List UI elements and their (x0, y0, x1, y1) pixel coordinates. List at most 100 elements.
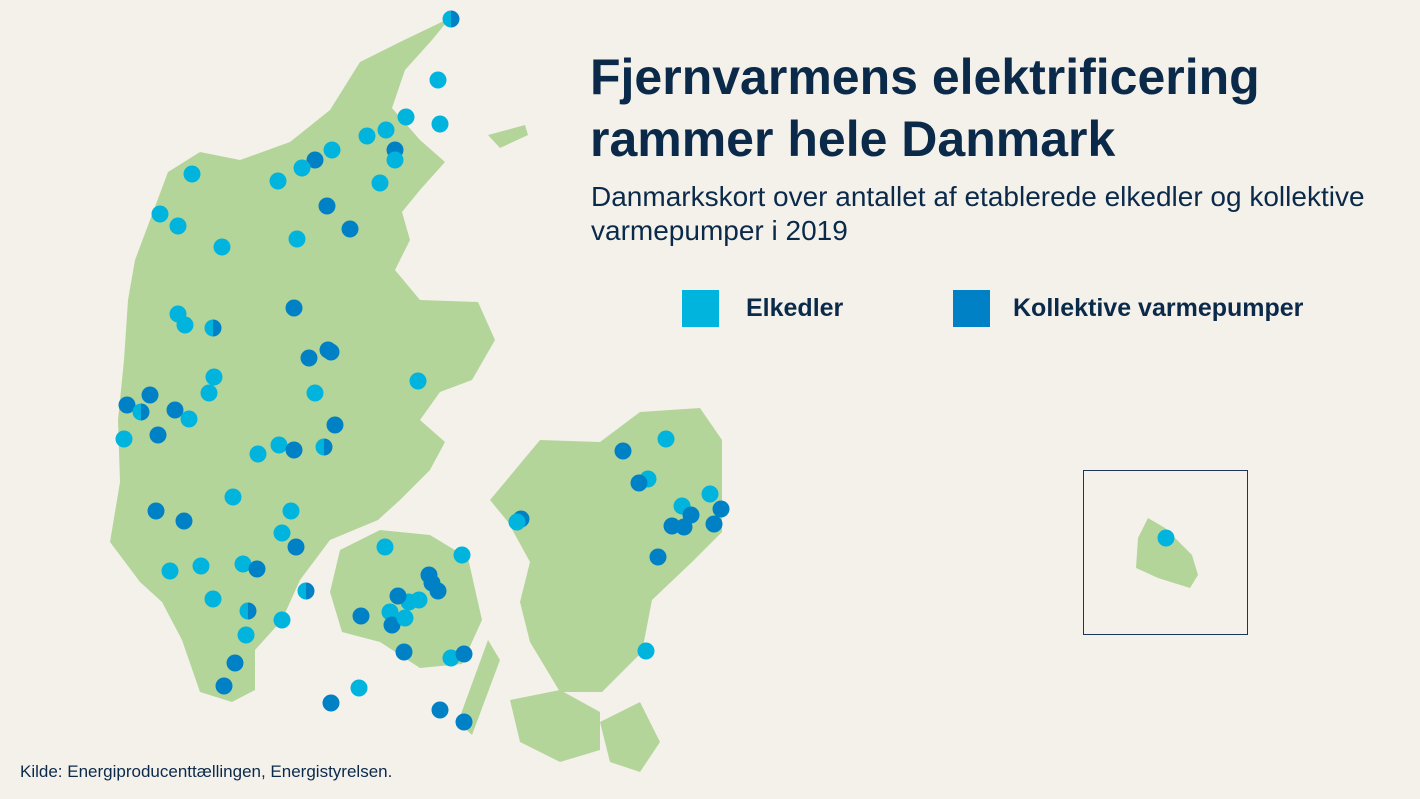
bornholm-inset-frame (1083, 470, 1248, 635)
marker-elkedel (701, 485, 719, 503)
marker-elkedel (249, 445, 267, 463)
marker-elkedel (183, 165, 201, 183)
marker-elkedel (234, 555, 252, 573)
marker-elkedel (350, 679, 368, 697)
marker-varmepumpe (389, 587, 407, 605)
marker-varmepumpe (675, 518, 693, 536)
marker-elkedel (377, 121, 395, 139)
marker-elkedel (180, 410, 198, 428)
marker-varmepumpe (118, 396, 136, 414)
marker-varmepumpe (322, 694, 340, 712)
marker-elkedel (270, 436, 288, 454)
marker-elkedel (1157, 529, 1175, 547)
marker-varmepumpe (287, 538, 305, 556)
marker-elkedel (213, 238, 231, 256)
bornholm (1136, 518, 1198, 588)
legend-label: Elkedler (746, 294, 844, 322)
lolland (510, 690, 600, 762)
marker-varmepumpe (149, 426, 167, 444)
marker-elkedel (431, 115, 449, 133)
marker-varmepumpe (455, 713, 473, 731)
marker-varmepumpe (285, 299, 303, 317)
marker-varmepumpe (341, 220, 359, 238)
marker-elkedel (151, 205, 169, 223)
marker-elkedel (371, 174, 389, 192)
marker-elkedel (192, 557, 210, 575)
marker-both (204, 319, 222, 337)
marker-elkedel (386, 151, 404, 169)
marker-varmepumpe (649, 548, 667, 566)
marker-elkedel (323, 141, 341, 159)
marker-varmepumpe (429, 582, 447, 600)
falster (600, 702, 660, 772)
marker-elkedel (376, 538, 394, 556)
legend-label: Kollektive varmepumper (1013, 294, 1304, 322)
zealand (490, 408, 722, 692)
marker-elkedel (396, 609, 414, 627)
marker-varmepumpe (147, 502, 165, 520)
marker-elkedel (409, 372, 427, 390)
legend-elkedler: Elkedler (682, 290, 843, 327)
marker-varmepumpe (326, 416, 344, 434)
marker-varmepumpe (248, 560, 266, 578)
marker-varmepumpe (712, 500, 730, 518)
marker-elkedel (288, 230, 306, 248)
marker-varmepumpe (352, 607, 370, 625)
marker-both (239, 602, 257, 620)
marker-elkedel (381, 603, 399, 621)
marker-elkedel (161, 562, 179, 580)
marker-varmepumpe (226, 654, 244, 672)
marker-elkedel (293, 159, 311, 177)
marker-varmepumpe (166, 401, 184, 419)
marker-varmepumpe (395, 643, 413, 661)
legend-varmepumper: Kollektive varmepumper (953, 290, 1303, 327)
marker-elkedel (205, 368, 223, 386)
marker-elkedel (115, 430, 133, 448)
marker-varmepumpe (455, 645, 473, 663)
marker-elkedel (637, 642, 655, 660)
subtitle: Danmarkskort over antallet af etablerede… (591, 181, 1365, 246)
marker-elkedel (397, 108, 415, 126)
marker-both (132, 403, 150, 421)
marker-elkedel (273, 611, 291, 629)
marker-elkedel (237, 626, 255, 644)
marker-elkedel (429, 71, 447, 89)
marker-varmepumpe (431, 701, 449, 719)
marker-both (315, 438, 333, 456)
marker-varmepumpe (285, 441, 303, 459)
marker-varmepumpe (705, 515, 723, 533)
page-title: Fjernvarmens elektrificering rammer hele… (590, 49, 1260, 167)
marker-both (297, 582, 315, 600)
source-note: Kilde: Energiproducenttællingen, Energis… (20, 762, 393, 781)
langeland (458, 640, 500, 735)
marker-elkedel (204, 590, 222, 608)
marker-varmepumpe (630, 474, 648, 492)
marker-elkedel (358, 127, 376, 145)
marker-varmepumpe (614, 442, 632, 460)
marker-elkedel (453, 546, 471, 564)
marker-varmepumpe (383, 616, 401, 634)
marker-elkedel (169, 217, 187, 235)
marker-elkedel (176, 316, 194, 334)
marker-elkedel (442, 649, 460, 667)
marker-elkedel (273, 524, 291, 542)
marker-elkedel (224, 488, 242, 506)
marker-elkedel (657, 430, 675, 448)
elkedler-swatch (682, 290, 719, 327)
markers (115, 10, 1175, 731)
marker-varmepumpe (215, 677, 233, 695)
varmepumper-swatch (953, 290, 990, 327)
marker-varmepumpe (175, 512, 193, 530)
marker-both (442, 10, 460, 28)
marker-varmepumpe (300, 349, 318, 367)
anholt (488, 125, 528, 148)
marker-varmepumpe (322, 343, 340, 361)
marker-varmepumpe (318, 197, 336, 215)
marker-elkedel (306, 384, 324, 402)
marker-elkedel (269, 172, 287, 190)
marker-elkedel (508, 513, 526, 531)
marker-elkedel (200, 384, 218, 402)
marker-varmepumpe (141, 386, 159, 404)
marker-elkedel (282, 502, 300, 520)
